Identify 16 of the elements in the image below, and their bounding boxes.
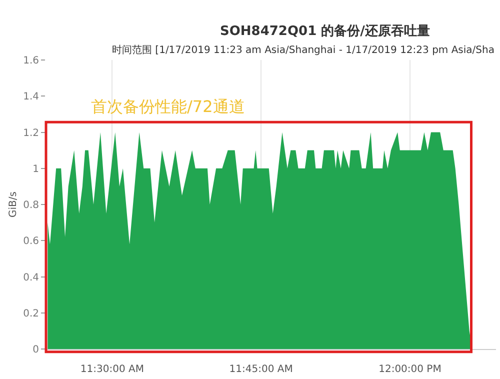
y-axis-title: GiB/s xyxy=(8,192,20,218)
y-tick-label: 0 xyxy=(32,344,39,356)
y-tick-label: 0.2 xyxy=(23,308,39,320)
chart-subtitle: 时间范围 [1/17/2019 11:23 am Asia/Shanghai - 1/17/2019 12:23 pm Asia/Sha xyxy=(112,44,494,56)
y-tick-label: 1.2 xyxy=(23,128,39,139)
y-tick-label: 1.6 xyxy=(23,56,39,66)
chart-title: SOH8472Q01 的备份/还原吞吐量 xyxy=(220,24,430,39)
y-tick-label: 1.4 xyxy=(23,92,39,103)
x-tick-label: 12:00:00 PM xyxy=(378,364,442,375)
annotation: 首次备份性能/72通道 xyxy=(91,97,245,116)
y-tick-label: 0.6 xyxy=(23,236,39,248)
x-tick-label: 11:45:00 AM xyxy=(229,364,293,375)
y-tick-label: 1 xyxy=(32,164,39,175)
y-tick-label: 0.8 xyxy=(23,200,39,211)
y-tick-label: 0.4 xyxy=(23,272,39,284)
x-tick-label: 11:30:00 AM xyxy=(80,364,144,375)
